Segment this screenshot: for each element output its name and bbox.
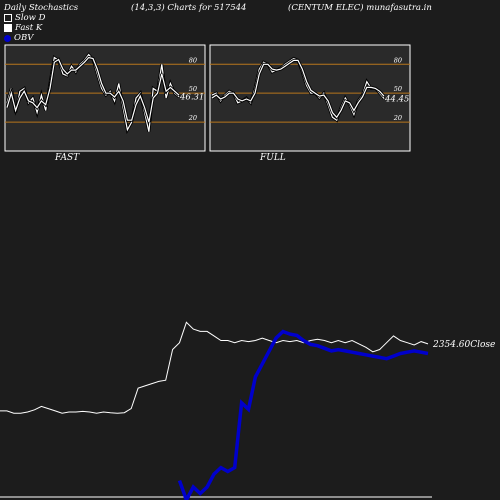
full-panel-title: FULL — [260, 153, 286, 163]
site-label: (CENTUM ELEC) munafasutra.in — [288, 3, 432, 13]
fast-ytick-80: 80 — [189, 56, 197, 64]
obv-dot-icon — [4, 34, 11, 42]
close-last-value-label: 2354.60Close — [432, 340, 495, 350]
fast-ytick-20: 20 — [188, 114, 197, 122]
legend-obv-label: OBV — [14, 33, 34, 43]
full-series-1-line — [211, 59, 385, 119]
fast-series-1-line — [6, 56, 180, 123]
chart-params-label: (14,3,3) Charts for 517544 — [131, 3, 247, 13]
fast-last-value-label: 46.31 — [179, 93, 204, 103]
legend-fast-k-label: Fast K — [15, 23, 43, 33]
slow-d-swatch-icon — [4, 14, 12, 22]
full-ytick-20: 20 — [393, 114, 402, 122]
legend-slow-d: Slow D — [4, 13, 45, 23]
full-ytick-50: 50 — [394, 85, 402, 93]
fast-k-swatch-icon — [4, 24, 12, 32]
legend-obv: OBV — [4, 33, 33, 43]
legend-slow-d-label: Slow D — [15, 13, 46, 23]
close-price-line — [0, 321, 429, 414]
legend-fast-k: Fast K — [4, 23, 42, 33]
full-panel — [209, 44, 411, 152]
fast-panel-title: FAST — [55, 153, 80, 163]
fast-panel — [4, 44, 206, 152]
fast-ytick-50: 50 — [189, 85, 197, 93]
chart-type-label: Daily Stochastics — [4, 3, 79, 13]
full-last-value-label: 44.45 — [384, 95, 409, 105]
full-ytick-80: 80 — [394, 56, 402, 64]
obv-line — [177, 329, 429, 500]
